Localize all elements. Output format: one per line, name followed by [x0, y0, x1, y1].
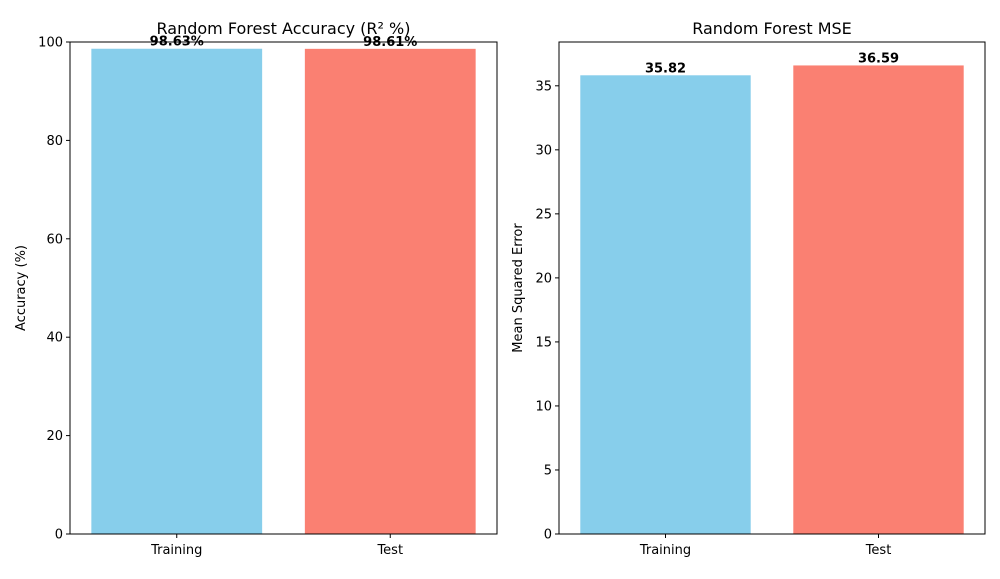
mse-y-tick-label: 30 — [535, 143, 552, 158]
accuracy-x-tick-label: Test — [376, 543, 403, 558]
mse-y-tick-label: 15 — [535, 335, 552, 350]
accuracy-axes-frame — [69, 41, 498, 535]
accuracy-y-tick-label: 100 — [38, 36, 63, 51]
mse-chart-title: Random Forest MSE — [692, 19, 852, 38]
mse-bar-label-test: 36.59 — [858, 51, 899, 66]
accuracy-y-tick-label: 0 — [55, 528, 63, 543]
mse-y-tick-label: 10 — [535, 399, 552, 414]
accuracy-y-tick-label: 80 — [46, 134, 63, 149]
mse-bar-test — [793, 65, 964, 535]
mse-x-tick-label: Training — [639, 543, 691, 558]
accuracy-x-tick-label: Training — [150, 543, 202, 558]
mse-x-tick-label: Test — [865, 543, 892, 558]
mse-y-tick-label: 5 — [544, 463, 552, 478]
mse-bar-training — [580, 75, 751, 534]
mse-axes-frame — [558, 41, 986, 535]
mse-bar-label-training: 35.82 — [645, 61, 686, 76]
accuracy-chart-title: Random Forest Accuracy (R² %) — [157, 19, 411, 38]
accuracy-y-tick-label: 40 — [46, 331, 63, 346]
accuracy-y-axis-label: Accuracy (%) — [14, 245, 29, 331]
accuracy-bar-test — [304, 48, 476, 534]
mse-y-tick-label: 0 — [544, 528, 552, 543]
mse-chart: 35.82 Training 36.59 Test 0 5 10 15 20 25 30 35 Rand… — [511, 19, 986, 558]
accuracy-y-tick-label: 60 — [46, 232, 63, 247]
mse-y-axis-label: Mean Squared Error — [511, 223, 526, 353]
mse-y-tick-label: 35 — [535, 79, 552, 94]
accuracy-bar-training — [91, 48, 263, 535]
accuracy-chart: 98.63%Training98.61%Test020406080100Rand… — [14, 19, 498, 558]
mse-y-tick-label: 20 — [535, 271, 552, 286]
mse-y-tick-label: 25 — [535, 207, 552, 222]
accuracy-y-tick-label: 20 — [46, 429, 63, 444]
